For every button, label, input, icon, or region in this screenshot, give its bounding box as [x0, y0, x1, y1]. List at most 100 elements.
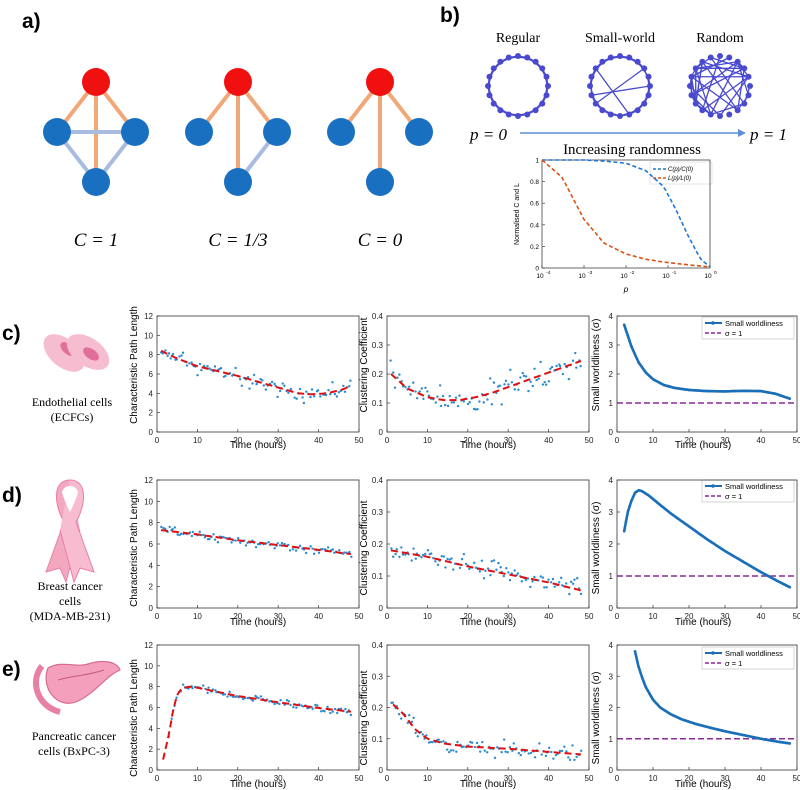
d_sw-sw-point — [660, 505, 664, 508]
panel-b-label: b) — [440, 4, 460, 27]
node-blue — [185, 118, 213, 146]
e_path-scatter-point — [285, 698, 289, 702]
e_cc-scatter-point — [512, 742, 515, 745]
e_cc-scatter-point — [506, 751, 509, 754]
network-regular — [485, 53, 551, 119]
e_sw-xtick-label: 40 — [757, 774, 766, 783]
c_cc-scatter-point — [439, 404, 443, 408]
e_cc-scatter-point — [533, 756, 537, 759]
c_cc-scatter-point — [492, 381, 496, 384]
d_sw-ytick-label: 3 — [609, 508, 614, 517]
d_cc-scatter-point — [394, 552, 397, 556]
node-blue — [263, 118, 291, 146]
e_sw-sw-point — [635, 657, 639, 661]
c_sw-sw-point — [747, 389, 750, 393]
d_sw-sw-point — [696, 531, 700, 535]
e_cc-scatter-point — [544, 754, 548, 758]
e_cc-scatter-point — [486, 751, 489, 754]
d_cc-scatter-point — [499, 566, 502, 569]
row-e-name: Pancreatic cancer — [32, 729, 116, 743]
e_cc-xtick-label: 30 — [504, 774, 513, 783]
c_path-scatter-point — [171, 352, 175, 356]
network-node — [687, 83, 693, 89]
e_path-xtick-label: 40 — [314, 774, 323, 783]
d_sw-xtick-label: 10 — [649, 612, 658, 621]
d_cc-scatter-point — [573, 578, 576, 581]
inset-series-c — [542, 159, 711, 268]
c_cc-scatter-point — [535, 378, 538, 382]
e_sw-sw-point — [639, 671, 642, 674]
c_path-scatter-point — [335, 395, 339, 398]
e_cc-scatter-point — [462, 745, 465, 748]
e_cc-scatter-point — [567, 756, 570, 759]
c_sw-sw-point — [757, 389, 761, 393]
c_path-ytick-label: 8 — [149, 351, 154, 360]
c_cc-scatter-point — [424, 386, 427, 390]
network-node — [707, 54, 714, 61]
inset-xtick-label: 10 — [578, 273, 586, 280]
d_cc-xtick-label: 30 — [504, 612, 513, 621]
network-node — [497, 107, 504, 114]
e_cc-scatter-point — [408, 713, 411, 717]
cell-nucleus-icon — [83, 347, 99, 361]
d_cc-scatter-point — [547, 578, 550, 581]
d_path-scatter-point — [244, 544, 248, 547]
network-node — [641, 65, 648, 72]
e_path-scatter-point — [207, 686, 210, 689]
e_cc-scatter-point — [565, 750, 568, 753]
e_path-scatter-point — [181, 683, 185, 686]
e_path-scatter-point — [316, 704, 319, 707]
network-small-world — [587, 53, 653, 119]
c_path-scatter-point — [188, 362, 191, 365]
c_path-scatter-point — [202, 364, 206, 368]
network-node — [515, 113, 521, 119]
d_cc-scatter-point — [561, 584, 564, 587]
d_cc-scatter-point — [446, 557, 449, 561]
c_cc-ytick-label: 0.3 — [372, 341, 384, 350]
e_path-scatter-point — [273, 702, 276, 706]
d_cc-scatter-point — [390, 547, 393, 550]
inset-xtick-label: 10 — [536, 273, 544, 280]
c_cc-ytick-label: 0 — [379, 428, 384, 437]
c_cc-scatter-point — [415, 397, 419, 400]
e_cc-scatter-point — [412, 716, 415, 720]
endothelial-cells-icon — [43, 334, 110, 372]
inset-ytick-label: 0 — [535, 266, 539, 273]
e_path-scatter-point — [292, 706, 295, 709]
d_cc-scatter-point — [490, 559, 493, 563]
e_cc-ytick-label: 0.3 — [372, 672, 384, 681]
c_cc-scatter-point — [574, 351, 577, 355]
c_cc-scatter-point — [391, 371, 395, 374]
c_cc-scatter-point — [522, 374, 526, 378]
c_path-xtick-label: 20 — [233, 436, 242, 445]
inset-ytick-label: 0.2 — [530, 244, 539, 251]
c_cc-scatter-point — [527, 389, 530, 393]
network-edge — [702, 61, 749, 78]
e_cc-scatter-point — [529, 751, 533, 755]
d_path-scatter-point — [160, 525, 163, 529]
d_path-scatter-point — [291, 548, 295, 551]
graph-c1 — [43, 68, 149, 196]
c_sw-sw-point — [624, 328, 628, 332]
network-edge — [710, 61, 739, 115]
d_cc-scatter-point — [450, 557, 453, 560]
d_cc-scatter-point — [508, 578, 512, 582]
network-node — [717, 113, 723, 119]
d_path-scatter-point — [343, 551, 346, 554]
c_path-scatter-point — [287, 391, 290, 394]
c_path-ytick-label: 0 — [149, 428, 154, 437]
d_cc-scatter-point — [531, 580, 534, 583]
c_path-scatter-point — [343, 390, 347, 394]
e_cc-ytick-label: 0.2 — [372, 704, 384, 713]
c_path-scatter-point — [333, 392, 337, 396]
c_cc-scatter-point — [486, 398, 489, 401]
d_cc-scatter-point — [420, 556, 423, 559]
c_path-ytick-label: 4 — [149, 389, 154, 398]
c_cc-scatter-point — [436, 395, 439, 398]
e-sigma-legend-label: σ = 1 — [725, 659, 742, 668]
node-blue — [366, 168, 394, 196]
c_path-scatter-point — [264, 388, 268, 391]
network-node — [707, 111, 714, 118]
node-blue — [43, 118, 71, 146]
